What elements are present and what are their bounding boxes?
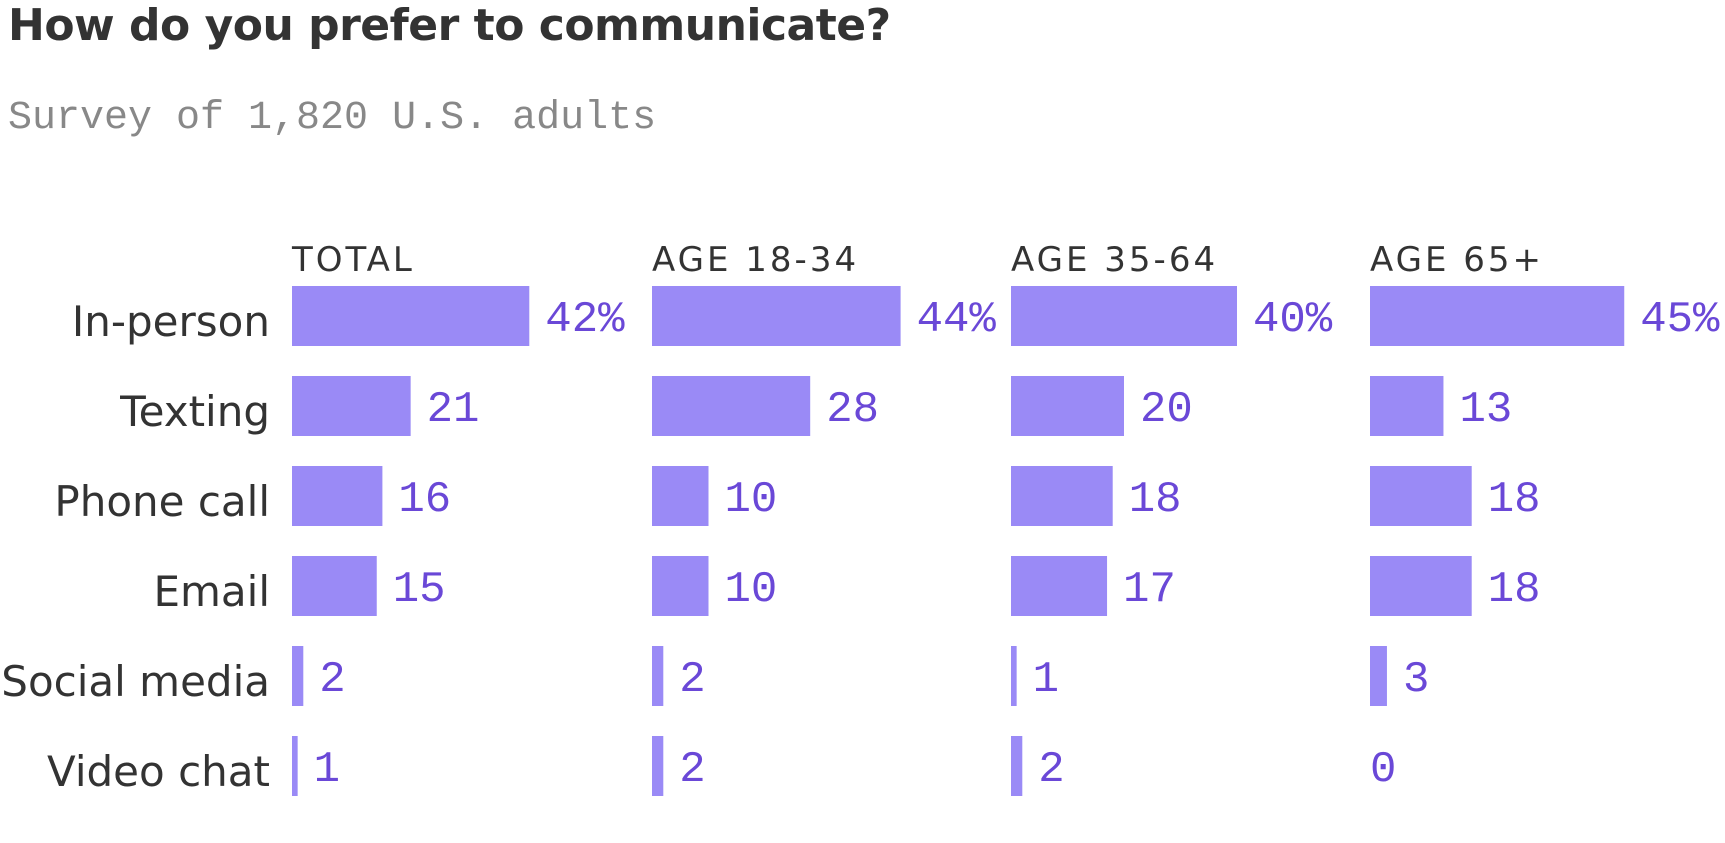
value-label: 10 (725, 565, 778, 615)
value-label: 28 (826, 385, 879, 435)
value-label: 1 (314, 745, 340, 795)
bar (292, 646, 304, 706)
value-label: 15 (393, 565, 446, 615)
chart-subtitle: Survey of 1,820 U.S. adults (8, 96, 657, 141)
bar (1011, 376, 1124, 436)
value-label: 20 (1140, 385, 1193, 435)
bar (292, 466, 383, 526)
value-label: 0 (1370, 745, 1396, 795)
value-label: 18 (1129, 475, 1182, 525)
bar (1011, 736, 1023, 796)
bar (292, 736, 298, 796)
category-label: Email (153, 567, 270, 616)
value-label: 18 (1488, 565, 1541, 615)
chart-title: How do you prefer to communicate? (8, 0, 891, 51)
value-label: 42% (545, 295, 625, 345)
category-label: Video chat (47, 747, 270, 796)
bar (1011, 286, 1237, 346)
bar (652, 556, 709, 616)
bar (1370, 646, 1387, 706)
panel-title: AGE 65+ (1370, 240, 1544, 280)
bar (652, 466, 709, 526)
value-label: 44% (917, 295, 997, 345)
bar (652, 286, 901, 346)
bar (1011, 646, 1017, 706)
value-label: 2 (1038, 745, 1064, 795)
bar (652, 736, 664, 796)
value-label: 10 (725, 475, 778, 525)
value-label: 1 (1033, 655, 1059, 705)
value-label: 18 (1488, 475, 1541, 525)
bar (292, 556, 377, 616)
bar (652, 646, 664, 706)
value-label: 16 (398, 475, 451, 525)
bar (292, 376, 411, 436)
category-label: Texting (119, 387, 270, 436)
value-label: 17 (1123, 565, 1176, 615)
category-label: Social media (1, 657, 270, 706)
value-label: 2 (679, 655, 705, 705)
bar (1011, 556, 1108, 616)
bar (1011, 466, 1113, 526)
value-label: 2 (319, 655, 345, 705)
bar (1370, 466, 1472, 526)
value-label: 13 (1459, 385, 1512, 435)
bar (652, 376, 811, 436)
panel-title: AGE 35-64 (1011, 240, 1218, 280)
value-label: 40% (1253, 295, 1333, 345)
bar (292, 286, 530, 346)
category-label: Phone call (54, 477, 270, 526)
panel-title: TOTAL (291, 240, 415, 280)
value-label: 3 (1403, 655, 1429, 705)
bar (1370, 286, 1625, 346)
category-label: In-person (72, 297, 270, 346)
value-label: 21 (427, 385, 480, 435)
bar (1370, 556, 1472, 616)
value-label: 2 (679, 745, 705, 795)
value-label: 45% (1640, 295, 1720, 345)
panel-title: AGE 18-34 (652, 240, 859, 280)
bar (1370, 376, 1444, 436)
